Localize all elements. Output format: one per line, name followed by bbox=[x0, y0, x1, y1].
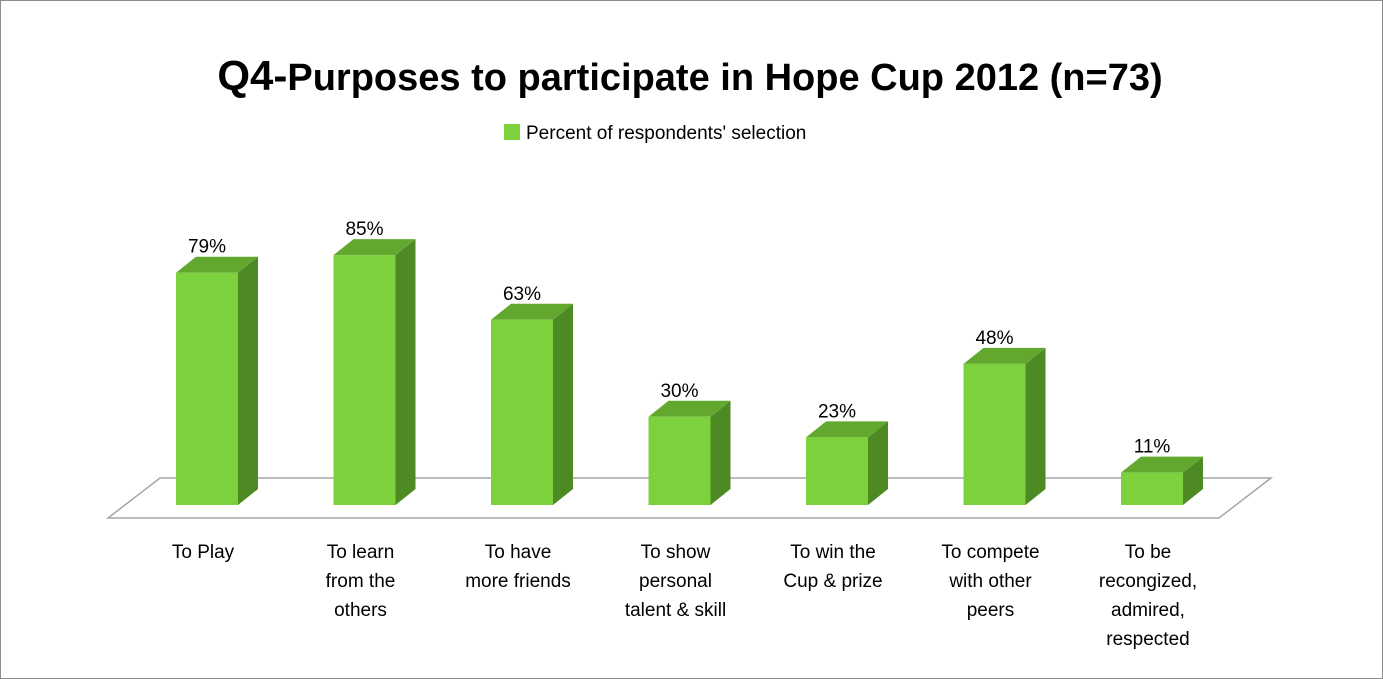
bar-top-2 bbox=[333, 239, 416, 256]
bar-side-2 bbox=[395, 239, 416, 505]
legend-swatch bbox=[504, 124, 520, 140]
bar-side-4 bbox=[710, 400, 731, 505]
data-label-2: 85% bbox=[345, 219, 383, 240]
category-label-5: To win the Cup & prize bbox=[783, 542, 882, 592]
bar-side-7 bbox=[1183, 456, 1203, 505]
data-label-1: 79% bbox=[188, 237, 226, 258]
data-label-5: 23% bbox=[818, 401, 856, 422]
bar-side-3 bbox=[553, 303, 573, 505]
data-labels-group: 79% 85% 63% 30% 23% 48% 11% bbox=[188, 219, 1170, 458]
category-label-1: To Play bbox=[172, 542, 235, 563]
category-label-3: To have more friends bbox=[465, 542, 571, 592]
data-label-7: 11% bbox=[1134, 437, 1171, 458]
bar-top-4 bbox=[648, 400, 731, 417]
bars-group bbox=[176, 239, 1203, 505]
chart-title-main: Purposes to participate in Hope Cup 2012… bbox=[287, 57, 1162, 99]
category-label-6: To compete with other peers bbox=[941, 542, 1039, 621]
data-label-6: 48% bbox=[975, 328, 1013, 349]
data-label-3: 63% bbox=[503, 284, 541, 305]
legend-label: Percent of respondents' selection bbox=[526, 123, 806, 144]
bar-top-3 bbox=[491, 303, 573, 320]
bar-5 bbox=[806, 437, 868, 505]
bar-top-6 bbox=[963, 347, 1046, 364]
bar-side-5 bbox=[868, 421, 888, 505]
bar-top-7 bbox=[1121, 456, 1203, 473]
data-label-4: 30% bbox=[660, 381, 698, 402]
chart-floor bbox=[105, 477, 1274, 519]
bar-top-5 bbox=[806, 421, 888, 438]
category-label-4: To show personal talent & skill bbox=[625, 542, 726, 621]
bar-side-1 bbox=[238, 256, 258, 505]
bar-3 bbox=[491, 319, 553, 505]
category-label-7: To be recongized, admired, respected bbox=[1099, 542, 1197, 650]
bar-2 bbox=[333, 255, 396, 505]
bar-4 bbox=[648, 416, 711, 505]
bar-top-1 bbox=[176, 256, 258, 273]
bar-1 bbox=[176, 272, 238, 505]
bar-6 bbox=[963, 363, 1026, 505]
category-label-2: To learn from the others bbox=[326, 542, 396, 621]
bar-7 bbox=[1121, 472, 1183, 505]
bar-side-6 bbox=[1025, 347, 1046, 505]
category-labels-group: To Play To learn from the others To have more… bbox=[172, 542, 1197, 650]
chart-title: Q4-Purposes to participate in Hope Cup 2… bbox=[217, 52, 1162, 99]
chart-title-prefix: Q4- bbox=[217, 52, 287, 99]
